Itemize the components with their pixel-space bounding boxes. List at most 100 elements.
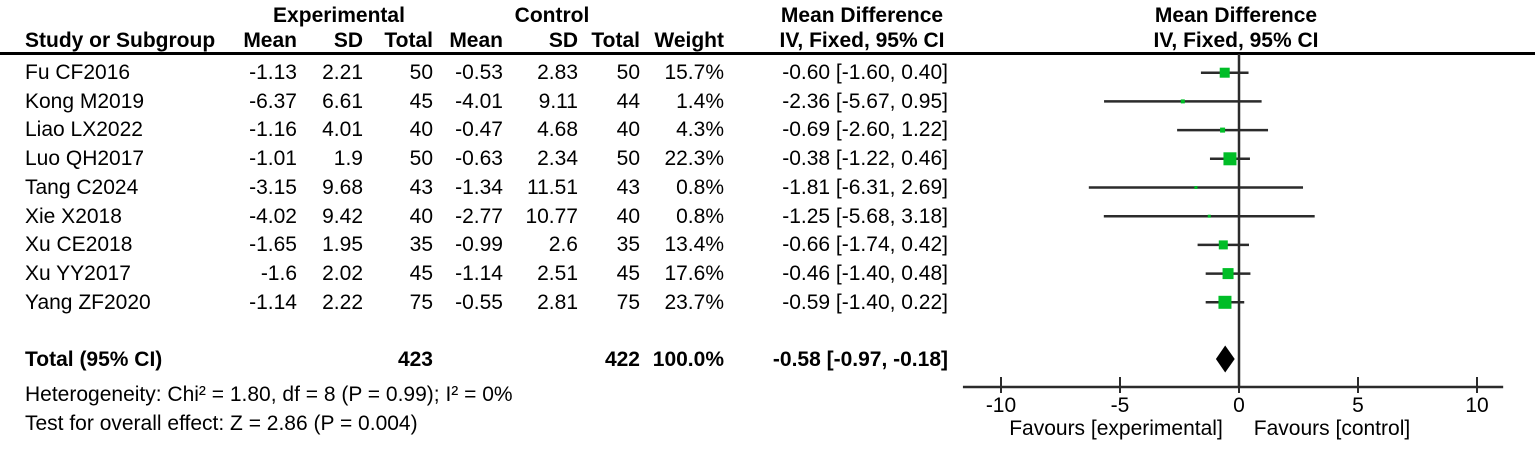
weight: 15.7% [664,61,724,84]
study-name: Kong M2019 [25,89,145,113]
mean-exp: -1.6 [260,261,297,285]
ci-text: -0.59 [-1.40, 0.22] [782,290,948,314]
mean-exp: -1.01 [249,147,297,171]
sd-ctl: 2.34 [537,147,578,171]
weight: 4.3% [676,118,724,142]
sd-ctl: 4.68 [537,118,578,142]
total-label: Total (95% CI) [25,347,163,371]
column-header-weight: Weight [654,29,724,52]
sd-exp: 2.22 [322,290,363,314]
mean-exp: -1.16 [249,118,297,142]
total-ctl: 50 [616,61,640,84]
total-ctl: 50 [616,147,640,171]
mean-exp: -1.65 [249,233,297,257]
total-exp: 75 [409,290,433,314]
total-exp: 45 [409,89,433,113]
favours-experimental-label: Favours [experimental] [1009,417,1223,440]
column-header-sd-ctl: SD [548,29,578,52]
sd-ctl: 2.6 [548,233,578,257]
sd-exp: 6.61 [322,89,363,113]
sd-ctl: 9.11 [538,89,578,113]
total-ctl: 45 [616,261,640,285]
mean-ctl: -1.14 [455,261,503,285]
study-name: Luo QH2017 [25,147,145,171]
study-row: Fu CF2016 -1.13 2.21 50 -0.53 2.83 50 15… [0,58,1535,87]
study-name: Tang C2024 [25,175,139,199]
x-axis-tick-label: -5 [1111,394,1130,417]
study-row: Liao LX2022 -1.16 4.01 40 -0.47 4.68 40 … [0,115,1535,144]
column-header-sd-exp: SD [333,29,363,52]
sd-exp: 4.01 [322,118,363,142]
overall-effect-text: Test for overall effect: Z = 2.86 (P = 0… [25,412,418,435]
total-exp: 35 [409,233,433,257]
mean-exp: -6.37 [249,89,297,113]
sd-exp: 1.9 [333,147,363,171]
sd-ctl: 2.83 [537,61,578,84]
sd-ctl: 2.81 [537,290,578,314]
total-ctl: 75 [616,290,640,314]
study-name: Liao LX2022 [25,118,143,142]
total-exp: 45 [409,261,433,285]
study-name: Fu CF2016 [25,61,131,84]
mean-ctl: -0.53 [455,61,503,84]
total-n-exp: 423 [397,347,433,371]
mean-exp: -1.14 [249,290,297,314]
weight: 23.7% [664,290,724,314]
column-header-mean-difference: Mean Difference [780,4,944,27]
column-header-total-exp: Total [384,29,433,52]
ci-text: -2.36 [-5.67, 0.95] [782,89,948,113]
total-ctl: 43 [616,175,640,199]
ci-text: -0.46 [-1.40, 0.48] [782,261,948,285]
sd-exp: 2.21 [322,61,363,84]
study-row: Xie X2018 -4.02 9.42 40 -2.77 10.77 40 0… [0,202,1535,231]
study-row: Tang C2024 -3.15 9.68 43 -1.34 11.51 43 … [0,173,1535,202]
total-ctl: 40 [616,204,640,228]
mean-ctl: -0.55 [455,290,503,314]
weight: 13.4% [664,233,724,257]
total-ctl: 35 [616,233,640,257]
study-name: Xu CE2018 [25,233,133,257]
ci-text: -1.81 [-6.31, 2.69] [782,175,948,199]
mean-ctl: -0.99 [455,233,503,257]
sd-exp: 2.02 [322,261,363,285]
mean-ctl: -1.34 [455,175,503,199]
plot-header-iv-fixed-ci: IV, Fixed, 95% CI [1153,29,1319,52]
x-axis-tick-label: -10 [986,394,1016,417]
total-ctl: 44 [616,89,640,113]
total-exp: 40 [409,204,433,228]
total-exp: 40 [409,118,433,142]
weight: 17.6% [664,261,724,285]
mean-ctl: -0.63 [455,147,503,171]
weight: 0.8% [676,175,724,199]
x-axis-tick-label: 5 [1352,394,1364,417]
weight: 1.4% [676,89,724,113]
study-row: Yang ZF2020 -1.14 2.22 75 -0.55 2.81 75 … [0,288,1535,317]
sd-exp: 1.95 [322,233,363,257]
total-exp: 43 [409,175,433,199]
plot-header-mean-difference: Mean Difference [1154,4,1318,27]
total-exp: 50 [409,147,433,171]
study-name: Yang ZF2020 [25,290,151,314]
total-n-ctl: 422 [604,347,640,371]
total-ctl: 40 [616,118,640,142]
mean-exp: -1.13 [249,61,297,84]
group-header-experimental: Experimental [273,4,405,27]
ci-text: -0.38 [-1.22, 0.46] [782,147,948,171]
ci-text: -0.69 [-2.60, 1.22] [782,118,948,142]
column-header-iv-fixed-ci: IV, Fixed, 95% CI [779,29,945,52]
favours-control-label: Favours [control] [1253,417,1411,440]
sd-ctl: 10.77 [525,204,578,228]
sd-ctl: 11.51 [527,175,578,199]
sd-exp: 9.68 [322,175,363,199]
mean-ctl: -0.47 [455,118,503,142]
heterogeneity-text: Heterogeneity: Chi² = 1.80, df = 8 (P = … [25,383,513,406]
ci-text: -0.60 [-1.60, 0.40] [782,61,948,84]
x-axis-tick-label: 0 [1233,394,1245,417]
sd-exp: 9.42 [322,204,363,228]
mean-ctl: -4.01 [455,89,503,113]
total-row: Total (95% CI) 423 422 100.0% -0.58 [-0.… [0,345,1535,374]
mean-exp: -4.02 [249,204,297,228]
mean-ctl: -2.77 [455,204,503,228]
column-header-total-ctl: Total [591,29,640,52]
